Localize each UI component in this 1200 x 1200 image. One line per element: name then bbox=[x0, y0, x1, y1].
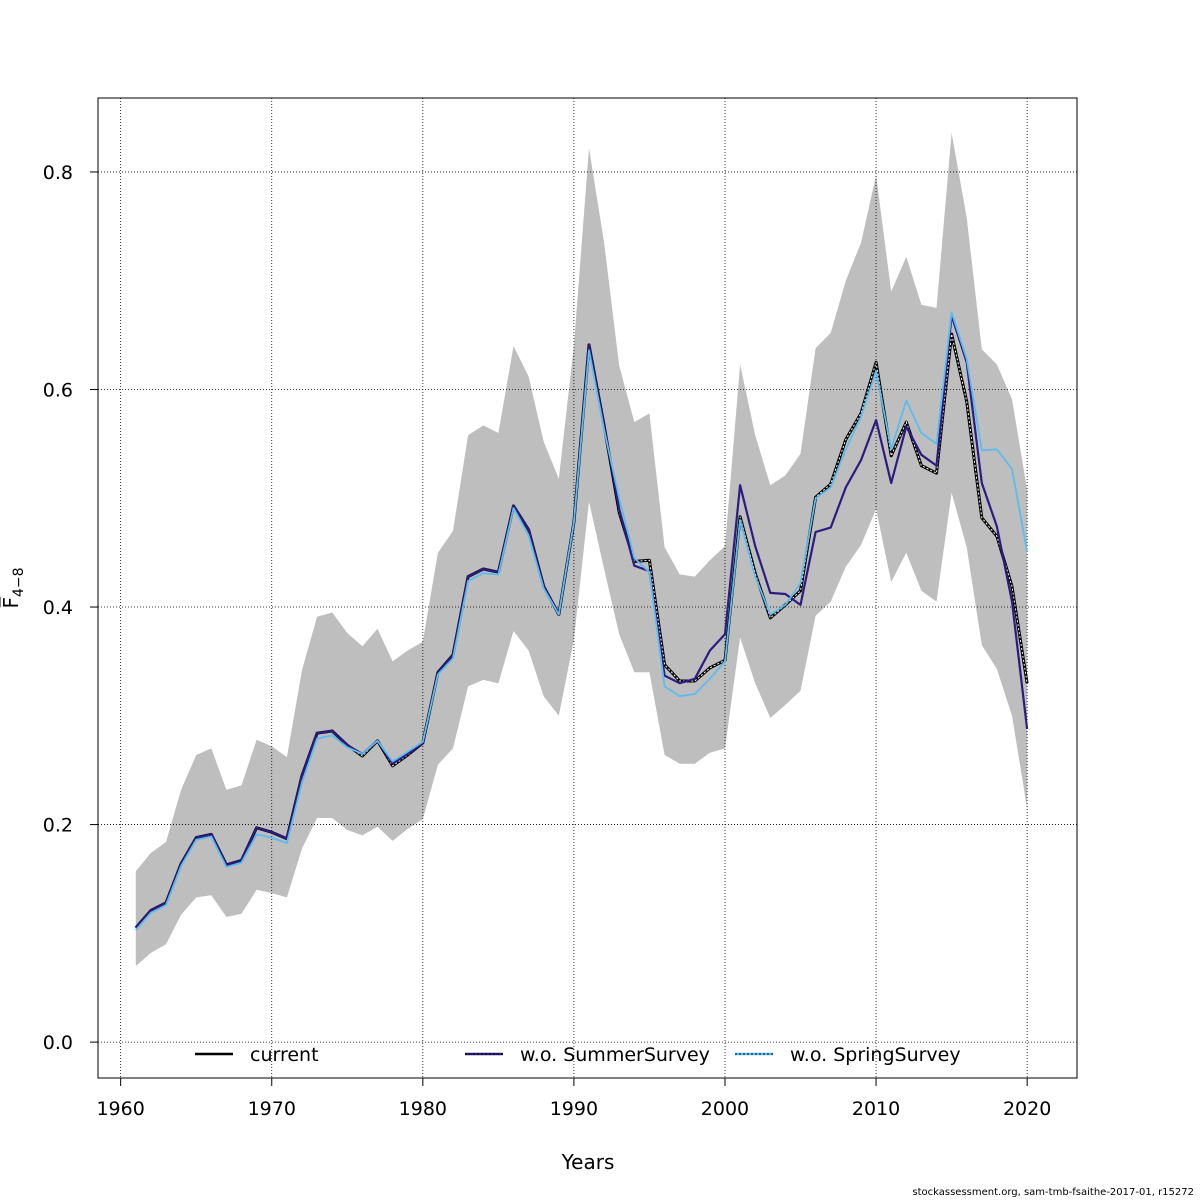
x-tick-label: 2010 bbox=[852, 1098, 900, 1120]
series-lines-layer bbox=[134, 311, 1029, 931]
grid-layer bbox=[98, 98, 1077, 1078]
confidence-band-layer bbox=[135, 132, 1028, 967]
legend-label-without-spring-survey: w.o. SpringSurvey bbox=[790, 1044, 961, 1066]
legend: current w.o. SummerSurvey w.o. SpringSurve… bbox=[195, 1044, 961, 1066]
y-axis-title-main: F̅ bbox=[0, 596, 23, 609]
x-tick-label: 1960 bbox=[96, 1098, 144, 1120]
y-axis-title-sub: 4−8 bbox=[11, 567, 27, 597]
series-line-without-spring-survey bbox=[135, 311, 1028, 931]
x-axis-title: Years bbox=[561, 1150, 615, 1174]
y-tick-label: 0.4 bbox=[43, 597, 73, 619]
y-tick-label: 0.2 bbox=[43, 815, 73, 837]
y-tick-label: 0.8 bbox=[43, 162, 73, 184]
x-tick-label: 1980 bbox=[399, 1098, 447, 1120]
svg-text:F̅4−8: F̅4−8 bbox=[0, 567, 27, 608]
y-axis-title: F̅4−8 bbox=[0, 567, 27, 608]
x-tick-label: 1990 bbox=[550, 1098, 598, 1120]
legend-label-current: current bbox=[250, 1044, 319, 1066]
plot-frame bbox=[97, 97, 1078, 1079]
series-line-current-dash bbox=[135, 333, 1028, 929]
confidence-band bbox=[135, 132, 1028, 967]
legend-label-without-summer-survey: w.o. SummerSurvey bbox=[520, 1044, 710, 1066]
x-tick-label: 2020 bbox=[1003, 1098, 1051, 1120]
x-tick-label: 2000 bbox=[701, 1098, 749, 1120]
credit-text: stockassessment.org, sam-tmb-fsaithe-201… bbox=[912, 1187, 1194, 1198]
y-tick-label: 0.6 bbox=[43, 379, 73, 401]
x-tick-label: 1970 bbox=[248, 1098, 296, 1120]
y-tick-label: 0.0 bbox=[43, 1032, 73, 1054]
x-axis: 1960 1970 1980 1990 2000 2010 2020 bbox=[96, 1078, 1051, 1120]
y-axis: 0.0 0.2 0.4 0.6 0.8 bbox=[43, 162, 98, 1054]
